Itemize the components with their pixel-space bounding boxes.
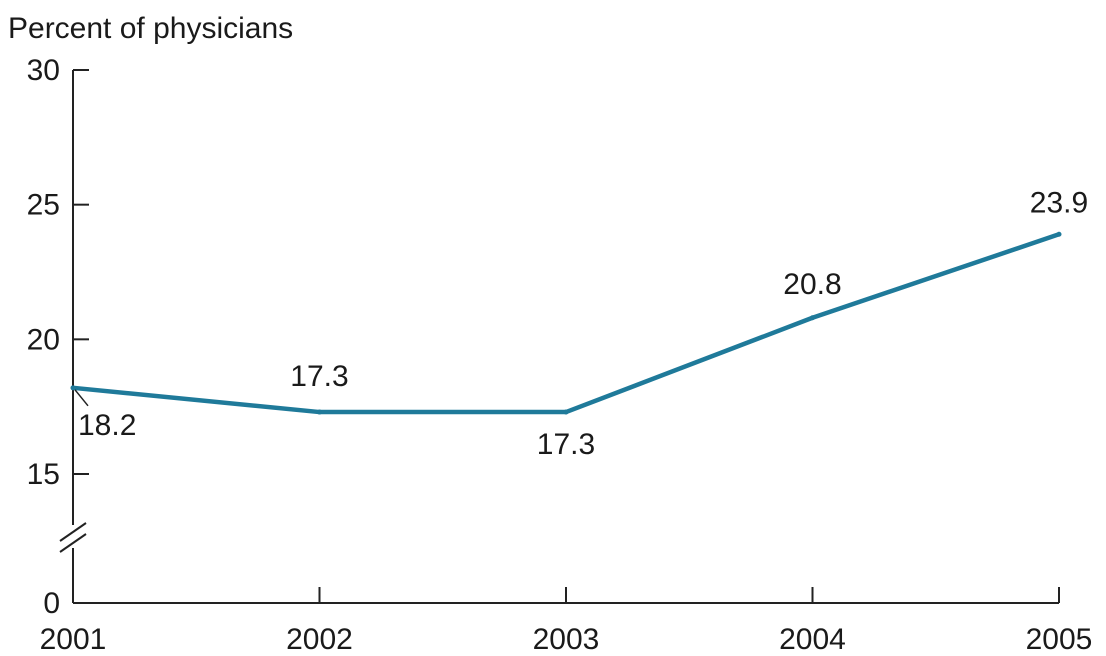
y-tick-label: 30 (27, 54, 60, 87)
data-label: 20.8 (783, 268, 841, 301)
data-point (563, 409, 569, 415)
data-label: 23.9 (1030, 186, 1088, 219)
y-axis-ticks: 0 15 20 25 30 (27, 54, 89, 620)
data-label: 17.3 (537, 428, 595, 461)
axis-break-mark (59, 522, 87, 542)
data-point (317, 409, 322, 415)
data-point (810, 315, 815, 321)
y-axis-label: Percent of physicians (8, 12, 293, 45)
axes (59, 70, 1059, 604)
x-tick-label: 2003 (533, 623, 600, 656)
y-tick-label: 0 (43, 587, 60, 620)
x-tick-label: 2001 (40, 623, 107, 656)
y-tick-label: 20 (27, 323, 60, 356)
series-line (70, 232, 1062, 415)
label-leader-line (74, 389, 89, 407)
y-tick-label: 15 (27, 458, 60, 491)
data-point (70, 385, 76, 391)
axis-break-mark (59, 533, 87, 553)
x-tick-label: 2004 (779, 623, 846, 656)
data-labels: 18.2 17.3 17.3 20.8 23.9 (74, 186, 1088, 461)
y-tick-label: 25 (27, 189, 60, 222)
data-label: 18.2 (78, 409, 136, 442)
x-tick-label: 2002 (286, 623, 353, 656)
data-point (1056, 231, 1062, 237)
data-label: 17.3 (290, 360, 348, 393)
x-axis-ticks: 2001 2002 2003 2004 2005 (40, 587, 1093, 656)
x-tick-label: 2005 (1026, 623, 1093, 656)
series-layer (70, 231, 1062, 415)
